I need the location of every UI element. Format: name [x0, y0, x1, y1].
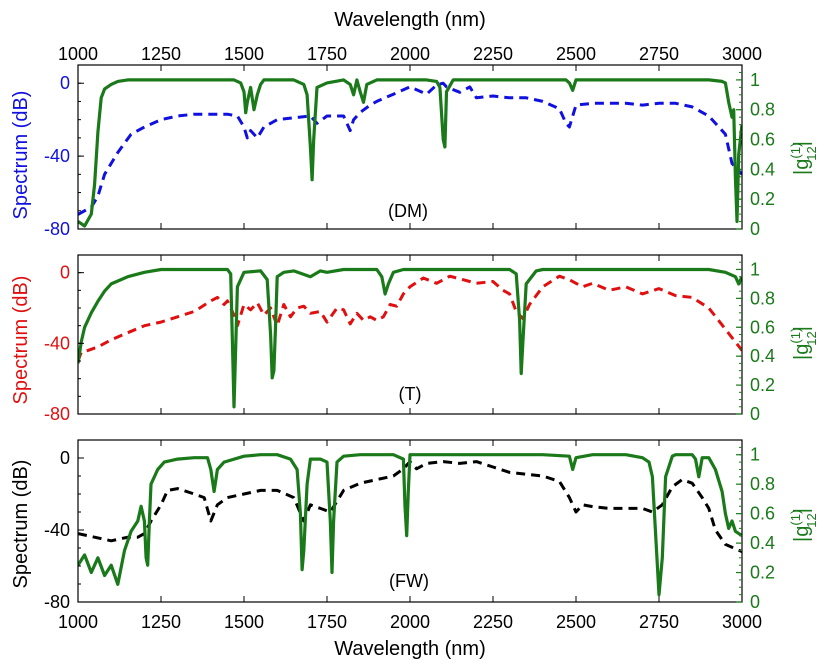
right-y-tick-label: 1: [750, 259, 760, 279]
panel-dm-right-ylabel: |g(1)12|: [788, 141, 819, 175]
right-y-tick-label: 0.6: [750, 504, 775, 524]
top-x-tick-label: 2500: [556, 44, 596, 64]
bottom-x-tick-label: 1750: [307, 612, 347, 632]
left-y-tick-label: -80: [44, 404, 70, 424]
left-y-tick-label: 0: [60, 448, 70, 468]
panel-dm-label: (DM): [388, 201, 428, 221]
top-x-tick-label: 1000: [58, 44, 98, 64]
bottom-x-tick-label: 1500: [224, 612, 264, 632]
right-y-tick-label: 0: [750, 592, 760, 612]
top-x-tick-label: 1750: [307, 44, 347, 64]
bottom-x-tick-label: 3000: [722, 612, 762, 632]
top-x-tick-label: 2750: [639, 44, 679, 64]
right-label-end: |: [791, 326, 813, 331]
coherence-series-line: [78, 453, 742, 597]
right-y-tick-label: 0.2: [750, 563, 775, 583]
plot-layer: [78, 78, 742, 597]
right-y-tick-label: 0: [750, 404, 760, 424]
panel-0-series: [78, 78, 742, 228]
right-y-tick-label: 0.8: [750, 474, 775, 494]
left-y-tick-label: -40: [44, 146, 70, 166]
panel-t-ylabel: Spectrum (dB): [10, 276, 32, 405]
top-x-tick-label: 3000: [722, 44, 762, 64]
spectrum-series-line: [78, 81, 742, 216]
right-y-tick-label: 0: [750, 219, 760, 239]
right-y-tick-label: 0.4: [750, 159, 775, 179]
top-x-tick-label: 2000: [390, 44, 430, 64]
bottom-x-tick-label: 2500: [556, 612, 596, 632]
right-y-tick-label: 1: [750, 70, 760, 90]
left-y-tick-label: -80: [44, 219, 70, 239]
bottom-x-axis-title: Wavelength (nm): [334, 638, 486, 660]
right-label-sub: 12: [804, 146, 819, 160]
right-label-sup: (1): [788, 328, 803, 344]
right-label-main: |g: [791, 526, 813, 542]
right-y-tick-label: 1: [750, 445, 760, 465]
right-label-end: |: [791, 141, 813, 146]
bottom-x-tick-label: 2250: [473, 612, 513, 632]
panel-t-right-ylabel: |g(1)12|: [788, 326, 819, 360]
panel-2-series: [78, 453, 742, 597]
right-y-tick-label: 0.4: [750, 533, 775, 553]
coherence-series-line: [78, 267, 742, 409]
left-y-tick-label: 0: [60, 263, 70, 283]
right-y-tick-label: 0.6: [750, 130, 775, 150]
right-y-tick-label: 0.8: [750, 288, 775, 308]
left-y-tick-label: -40: [44, 520, 70, 540]
right-label-sub: 12: [804, 331, 819, 345]
right-y-tick-label: 0.2: [750, 375, 775, 395]
top-x-axis-title: Wavelength (nm): [334, 9, 486, 31]
right-label-sup: (1): [788, 510, 803, 526]
right-label-sub: 12: [804, 513, 819, 527]
right-label-main: |g: [791, 159, 813, 175]
panel-fw-right-ylabel: |g(1)12|: [788, 508, 819, 542]
top-x-tick-label: 1250: [141, 44, 181, 64]
panel-fw-label: (FW): [389, 571, 429, 591]
left-y-tick-label: 0: [60, 73, 70, 93]
coherence-series-line: [78, 78, 742, 228]
right-y-tick-label: 0.6: [750, 317, 775, 337]
panel-t-label: (T): [399, 384, 422, 404]
bottom-x-tick-label: 2000: [390, 612, 430, 632]
spectrum-series-line: [78, 274, 742, 362]
right-y-tick-label: 0.4: [750, 346, 775, 366]
right-y-tick-label: 0.8: [750, 100, 775, 120]
bottom-x-tick-label: 2750: [639, 612, 679, 632]
spectrum-series-line: [78, 460, 742, 553]
right-label-end: |: [791, 508, 813, 513]
right-y-tick-label: 0.2: [750, 189, 775, 209]
panel-dm-ylabel: Spectrum (dB): [10, 91, 32, 220]
panel-fw-ylabel: Spectrum (dB): [10, 460, 32, 589]
right-label-sup: (1): [788, 143, 803, 159]
left-y-tick-label: -40: [44, 333, 70, 353]
left-y-tick-label: -80: [44, 592, 70, 612]
bottom-x-tick-label: 1000: [58, 612, 98, 632]
top-x-tick-label: 2250: [473, 44, 513, 64]
right-label-main: |g: [791, 344, 813, 360]
top-x-tick-label: 1500: [224, 44, 264, 64]
bottom-x-tick-label: 1250: [141, 612, 181, 632]
panel-1-series: [78, 267, 742, 409]
axis-layer: 0 -40 -80 0 0.2 0.4 0.6 0.8 1 0 -40 -80 0 0.2 0.4 0.6 0.…: [44, 44, 775, 632]
